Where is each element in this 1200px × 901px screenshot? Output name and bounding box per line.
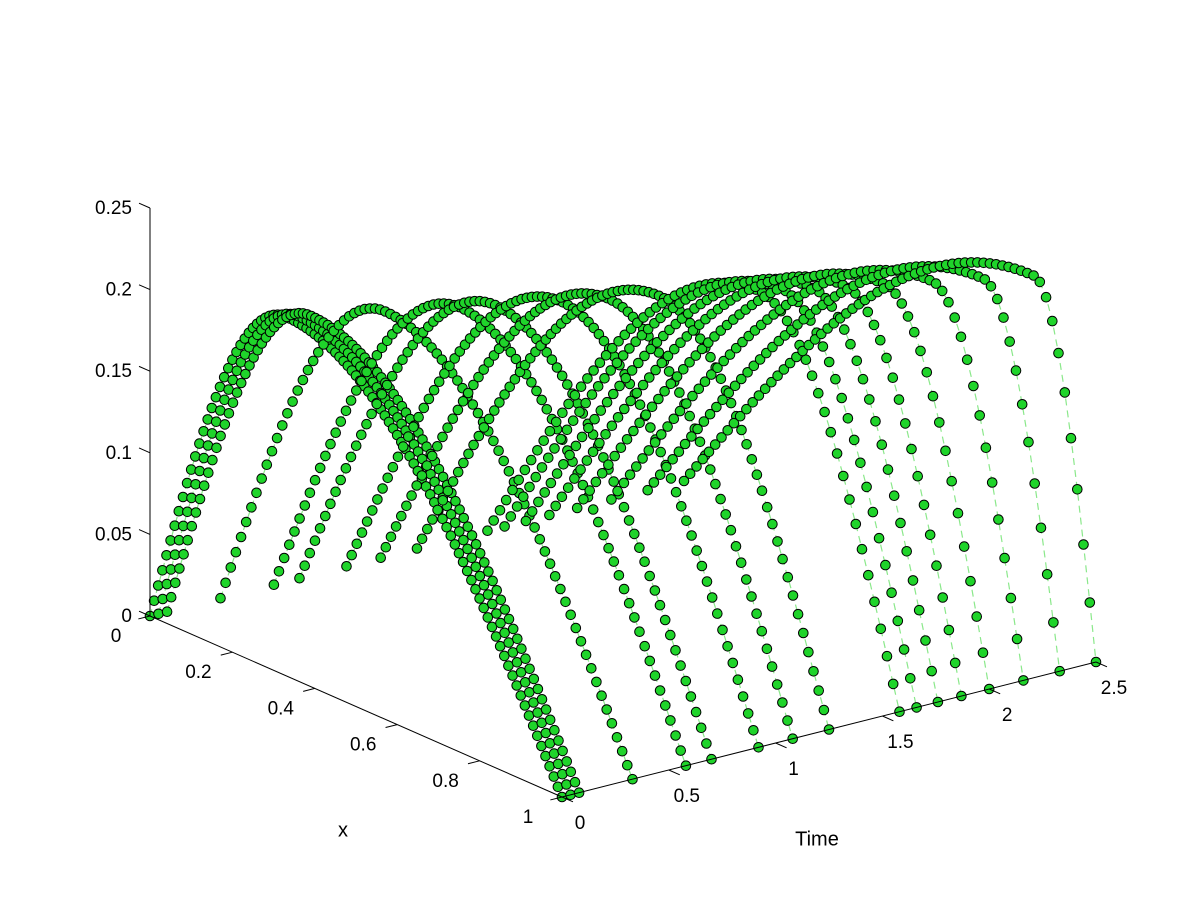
x-axis-tick — [220, 651, 233, 656]
x-axis-tick — [138, 615, 151, 620]
time-slice-curves — [144, 257, 1102, 803]
z-axis-tick — [138, 529, 151, 535]
time-axis-tick-label: 2.5 — [1101, 678, 1127, 699]
axes — [138, 202, 1108, 803]
time-slice-curve — [294, 295, 717, 765]
z-axis-tick-label: 0.05 — [95, 524, 132, 545]
time-slice-curve — [411, 284, 835, 735]
time-axis-tick-label: 1.5 — [887, 732, 913, 753]
x-axis-tick-label: 0.2 — [185, 662, 211, 683]
curve-dashed-line — [486, 282, 901, 712]
time-slice-curve — [678, 257, 1102, 668]
time-axis-title: Time — [795, 829, 839, 851]
curve-dashed-line — [548, 276, 962, 697]
z-axis-tick — [138, 284, 151, 291]
time-axis-tick — [882, 715, 894, 722]
x-axis-line — [149, 615, 563, 798]
x-axis-tick — [467, 760, 480, 765]
time-axis-tick — [668, 769, 680, 776]
x-axis-tick — [303, 687, 315, 692]
x-axis-title: x — [338, 820, 348, 842]
z-axis-tick — [138, 202, 151, 209]
time-slice-curve — [499, 275, 922, 713]
z-axis-tick — [138, 447, 151, 454]
z-axis-tick-label: 0.15 — [95, 361, 132, 382]
time-axis-tick-label: 1 — [788, 759, 799, 780]
x-axis-tick-label: 0.4 — [268, 698, 295, 719]
x-axis-tick-label: 0.6 — [350, 735, 376, 756]
z-axis-tick-label: 0.2 — [106, 280, 132, 301]
time-axis-tick — [561, 796, 574, 803]
z-axis-tick-label: 0.25 — [95, 198, 132, 219]
curve-dashed-line — [683, 261, 1097, 663]
time-slice-curve — [571, 268, 995, 695]
x-axis-tick-label: 0.8 — [432, 771, 458, 792]
z-axis-tick-label: 0 — [121, 606, 132, 627]
z-axis-tick-label: 0.1 — [106, 443, 132, 464]
time-slice-curve — [215, 303, 638, 785]
x-axis-tick — [550, 796, 563, 801]
time-axis-line — [561, 661, 1097, 798]
z-axis-tick — [138, 365, 151, 372]
time-slice-curve — [544, 271, 967, 702]
x-axis-tick-label: 0 — [111, 626, 122, 647]
time-axis-tick-label: 0.5 — [674, 786, 700, 807]
time-axis-tick — [1095, 661, 1108, 668]
time-axis-tick — [988, 688, 1001, 695]
time-axis-tick-label: 2 — [1002, 705, 1013, 726]
time-axis-tick — [775, 742, 787, 749]
x-axis-tick-label: 1 — [523, 807, 534, 828]
x-axis-tick — [385, 724, 398, 729]
time-axis-tick-label: 0 — [575, 813, 586, 834]
time-slice-curve — [268, 298, 692, 772]
z-axis-tick — [138, 610, 151, 617]
